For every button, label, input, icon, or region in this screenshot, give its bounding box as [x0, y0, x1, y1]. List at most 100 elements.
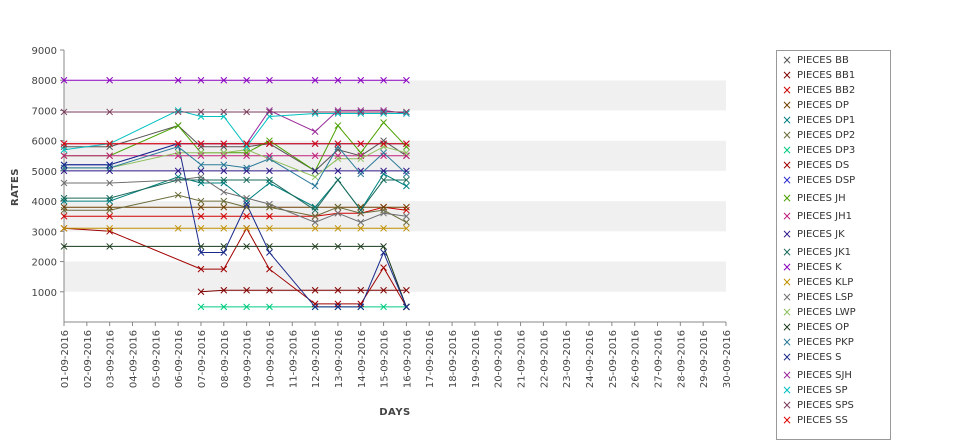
x-tick-label: 07-09-2016 [197, 330, 208, 388]
legend-marker-icon: × [781, 398, 793, 412]
legend-label: PIECES KLP [797, 276, 854, 288]
data-point [106, 212, 114, 220]
legend-label: PIECES JH1 [797, 210, 852, 222]
data-point [380, 108, 387, 116]
data-point [311, 110, 319, 117]
legend-label: PIECES S [797, 351, 842, 363]
legend-label: PIECES JK [797, 228, 845, 240]
x-tick-label: 26-09-2016 [631, 330, 642, 388]
data-point [106, 206, 114, 214]
series-line-19 [64, 143, 407, 308]
legend-item: × PIECES LWP [777, 305, 890, 319]
data-point [357, 110, 365, 117]
data-point [243, 200, 250, 208]
data-point [174, 108, 182, 116]
data-point [357, 286, 365, 294]
legend-label: PIECES JK1 [797, 246, 851, 258]
x-tick-label: 18-09-2016 [448, 330, 459, 388]
data-point [220, 265, 228, 273]
data-point [403, 206, 410, 214]
data-point [403, 140, 410, 148]
data-point [403, 176, 410, 184]
legend-marker-icon: × [781, 83, 793, 97]
data-point [60, 108, 68, 116]
legend-marker-icon: × [781, 98, 793, 112]
legend-item: × PIECES K [777, 260, 890, 274]
data-point [220, 167, 228, 175]
data-point [174, 191, 182, 199]
data-point [243, 143, 250, 151]
y-tick-label: 2000 [32, 258, 57, 269]
data-point [266, 137, 273, 145]
data-point [243, 149, 250, 157]
legend-label: PIECES BB2 [797, 84, 856, 96]
data-point [380, 209, 387, 217]
data-point [174, 143, 182, 151]
x-tick-label: 25-09-2016 [608, 330, 619, 388]
grid-band [64, 110, 726, 141]
series-line-18 [64, 145, 407, 187]
data-point [220, 188, 228, 196]
data-point [243, 303, 250, 311]
x-tick-label: 23-09-2016 [562, 330, 573, 388]
legend-label: PIECES BB1 [797, 69, 856, 81]
data-point [357, 300, 365, 308]
x-tick-label: 30-09-2016 [722, 330, 733, 388]
legend-marker-icon: × [781, 320, 793, 334]
data-point [311, 206, 319, 214]
data-point [334, 155, 342, 163]
data-point [243, 286, 250, 294]
data-point [174, 167, 182, 175]
x-tick-label: 27-09-2016 [654, 330, 665, 388]
data-point [311, 286, 319, 294]
data-point [380, 137, 387, 145]
x-tick-label: 03-09-2016 [106, 330, 117, 388]
data-point [334, 110, 342, 117]
data-point [357, 167, 365, 175]
data-point [403, 167, 410, 175]
legend-item: × PIECES SPS [777, 398, 890, 412]
legend-marker-icon: × [781, 413, 793, 427]
data-point [266, 212, 273, 220]
data-point [220, 303, 228, 311]
data-point [197, 140, 205, 148]
legend-label: PIECES DP2 [797, 129, 856, 141]
data-point [403, 286, 410, 294]
data-point [357, 243, 365, 250]
data-point [266, 107, 273, 114]
data-point [311, 167, 319, 175]
x-tick-label: 19-09-2016 [471, 330, 482, 388]
data-point [357, 303, 365, 311]
data-point [380, 243, 387, 250]
legend-label: PIECES DS [797, 159, 850, 171]
data-point [334, 286, 342, 294]
data-point [106, 197, 114, 205]
data-point [311, 218, 319, 226]
data-point [357, 108, 365, 116]
data-point [220, 149, 228, 157]
legend-marker-icon: × [781, 350, 793, 364]
data-point [380, 110, 387, 117]
data-point [174, 107, 182, 114]
legend-marker-icon: × [781, 143, 793, 157]
legend-item: × PIECES OP [777, 320, 890, 334]
data-point [311, 108, 319, 116]
x-tick-label: 29-09-2016 [699, 330, 710, 388]
legend-label: PIECES DP1 [797, 114, 856, 126]
data-point [106, 164, 114, 172]
series-line-0 [64, 125, 407, 172]
series-line-9 [64, 121, 407, 172]
data-point [403, 182, 410, 190]
data-point [334, 143, 342, 151]
data-point [174, 122, 182, 129]
data-point [357, 149, 365, 157]
data-point [403, 303, 410, 311]
data-point [197, 249, 205, 256]
data-point [197, 176, 205, 184]
data-point [311, 303, 319, 311]
data-point [220, 243, 228, 250]
data-point [311, 140, 319, 148]
data-point [311, 173, 319, 181]
data-point [403, 224, 410, 232]
data-point [380, 149, 387, 157]
